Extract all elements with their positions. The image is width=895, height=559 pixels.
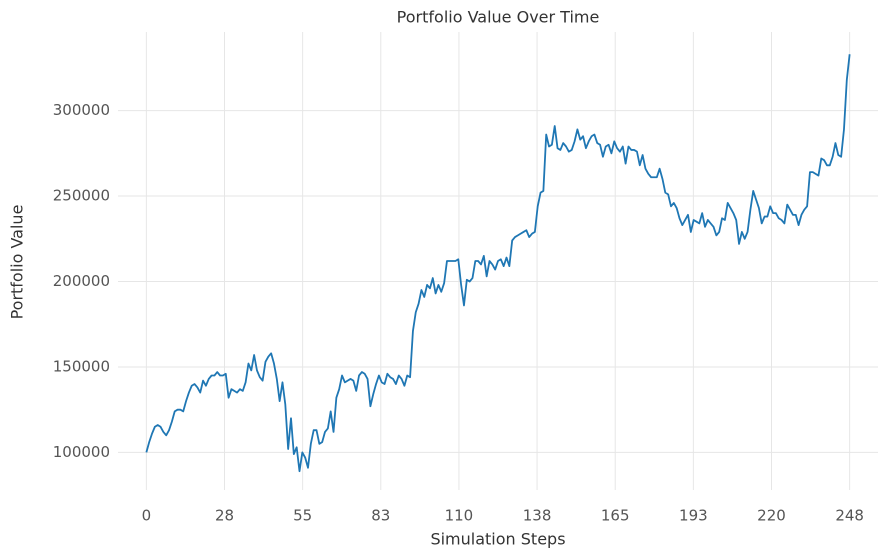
x-tick-label: 248 <box>835 507 864 525</box>
y-tick-label: 300000 <box>53 101 110 119</box>
x-tick-label: 55 <box>293 507 312 525</box>
x-tick-label: 138 <box>523 507 552 525</box>
y-tick-label: 150000 <box>53 357 110 375</box>
x-tick-label: 28 <box>215 507 234 525</box>
y-tick-label: 200000 <box>53 272 110 290</box>
y-axis-label: Portfolio Value <box>8 205 27 320</box>
y-tick-label: 100000 <box>53 443 110 461</box>
x-tick-label: 110 <box>445 507 474 525</box>
chart-title: Portfolio Value Over Time <box>397 8 600 27</box>
x-tick-label: 220 <box>757 507 786 525</box>
data-line <box>145 54 851 473</box>
x-tick-label: 193 <box>679 507 708 525</box>
x-tick-label: 165 <box>601 507 630 525</box>
x-tick-label: 83 <box>371 507 390 525</box>
x-axis-label: Simulation Steps <box>430 530 565 549</box>
y-tick-label: 250000 <box>53 187 110 205</box>
x-tick-label: 0 <box>142 507 152 525</box>
